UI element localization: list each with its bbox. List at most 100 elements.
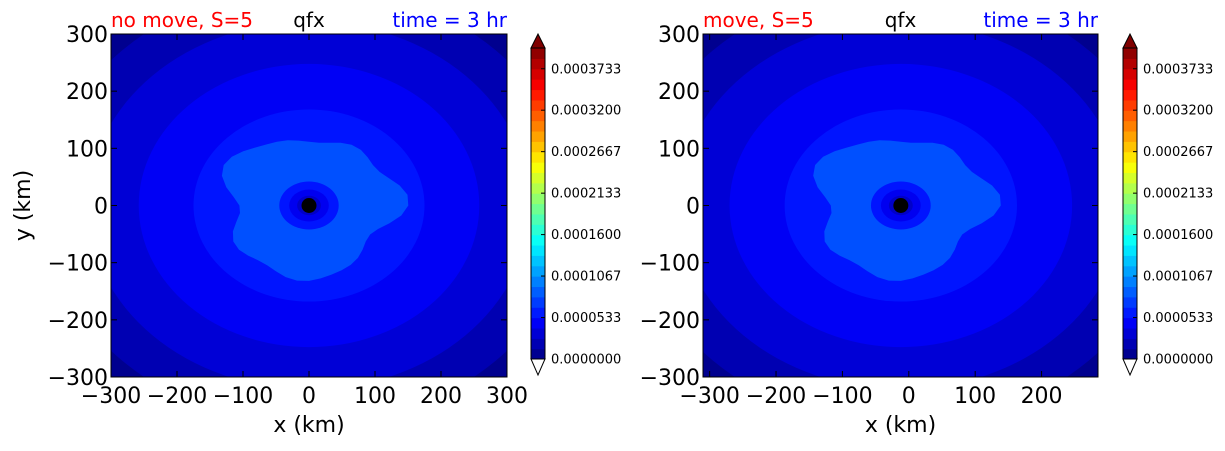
- colorbar-segment: [1123, 276, 1137, 288]
- colorbar-segment: [531, 172, 545, 184]
- x-tick-label: 300: [486, 384, 528, 409]
- colorbar-segment: [531, 99, 545, 111]
- colorbar-segment: [531, 255, 545, 267]
- storm-center-marker: [301, 198, 317, 213]
- colorbar-tick-label: 0.0002133: [1143, 187, 1213, 202]
- colorbar-segment: [1123, 255, 1137, 267]
- colorbar-segment: [1123, 213, 1137, 225]
- colorbar-segment: [1123, 141, 1137, 153]
- colorbar-tick-label: 0.0002667: [551, 145, 621, 160]
- y-tick-label: 0: [94, 195, 108, 220]
- colorbar-segment: [531, 48, 545, 59]
- y-tick-label: −300: [48, 366, 108, 391]
- colorbar-segment: [531, 58, 545, 70]
- colorbar: 0.0000000 0.0000533 0.0001067 0.0001600 0.00…: [530, 32, 621, 377]
- title-right: time = 3 hr: [392, 8, 507, 32]
- y-tick-label: 300: [66, 23, 108, 48]
- x-tick-label: −200: [746, 384, 806, 409]
- y-tick-label: 200: [66, 80, 108, 105]
- colorbar-tick-label: 0.0000533: [551, 311, 621, 326]
- storm-center-marker: [893, 198, 909, 213]
- colorbar-segment: [1123, 244, 1137, 256]
- colorbar-tick-label: 0.0002667: [1143, 145, 1213, 160]
- y-tick-label: −300: [640, 366, 700, 391]
- x-tick-label: 100: [954, 384, 996, 409]
- colorbar-segment: [531, 224, 545, 236]
- x-tick-label: 100: [354, 384, 396, 409]
- colorbar-tick-label: 0.0003733: [551, 62, 621, 77]
- title-center: qfx: [293, 8, 325, 32]
- colorbar-tick-label: 0.0001600: [1143, 228, 1213, 243]
- colorbar-segment: [1123, 348, 1137, 360]
- y-tick-label: 0: [686, 195, 700, 220]
- colorbar-segment: [531, 79, 545, 91]
- x-tick-label: 200: [1021, 384, 1063, 409]
- colorbar: 0.0000000 0.0000533 0.0001067 0.0001600 0.00…: [1122, 32, 1213, 377]
- colorbar-segment: [1123, 286, 1137, 298]
- colorbar-segment: [531, 182, 545, 194]
- colorbar-segment: [1123, 110, 1137, 122]
- colorbar-tick-label: 0.0002133: [551, 187, 621, 202]
- colorbar-tick-label: 0.0001067: [551, 270, 621, 285]
- colorbar-tick-label: 0.0000000: [551, 353, 621, 368]
- colorbar-segment: [531, 193, 545, 205]
- colorbar-segment: [1123, 224, 1137, 236]
- x-tick-label: −300: [679, 384, 739, 409]
- colorbar-tick-label: 0.0000000: [1143, 353, 1213, 368]
- colorbar-segment: [531, 120, 545, 132]
- colorbar-segment: [1123, 182, 1137, 194]
- colorbar-segment: [1123, 120, 1137, 132]
- y-tick-label: −200: [640, 309, 700, 334]
- title-left: no move, S=5: [111, 8, 253, 32]
- colorbar-segment: [531, 276, 545, 288]
- colorbar-tick-label: 0.0001067: [1143, 270, 1213, 285]
- colorbar-tick-label: 0.0003200: [1143, 104, 1213, 119]
- y-tick-label: −100: [640, 252, 700, 277]
- y-tick-label: −200: [48, 309, 108, 334]
- colorbar-segment: [1123, 68, 1137, 80]
- colorbar-frame: [530, 47, 546, 360]
- colorbar-tick-label: 0.0000533: [1143, 311, 1213, 326]
- x-tick-label: −200: [147, 384, 207, 409]
- colorbar-tick-label: 0.0003200: [551, 104, 621, 119]
- colorbar-segment: [531, 286, 545, 298]
- x-tick-label: −100: [213, 384, 273, 409]
- colorbar-segment: [1123, 296, 1137, 308]
- colorbar-segment: [531, 265, 545, 277]
- colorbar-segment: [1123, 48, 1137, 59]
- colorbar-extend-max: [1122, 32, 1138, 49]
- colorbar-segment: [1123, 89, 1137, 101]
- x-tick-label: −300: [81, 384, 141, 409]
- colorbar-segment: [1123, 162, 1137, 173]
- x-axis-label: x (km): [273, 413, 344, 438]
- colorbar-segment: [1123, 151, 1137, 163]
- colorbar-segment: [531, 68, 545, 80]
- contour-field: [703, 34, 1098, 377]
- colorbar-tick-label: 0.0003733: [1143, 62, 1213, 77]
- title-center: qfx: [885, 8, 917, 32]
- colorbar-segment: [531, 213, 545, 225]
- colorbar-segment: [531, 234, 545, 246]
- colorbar-segment: [531, 244, 545, 256]
- colorbar-segment: [1123, 79, 1137, 91]
- colorbar-segment: [1123, 172, 1137, 184]
- colorbar-segment: [1123, 307, 1137, 319]
- colorbar-segment: [1123, 193, 1137, 205]
- x-tick-label: 0: [302, 384, 316, 409]
- colorbar-segment: [531, 110, 545, 122]
- colorbar-segment: [1123, 58, 1137, 70]
- colorbar-segment: [531, 327, 545, 339]
- colorbar-segment: [531, 296, 545, 308]
- x-tick-label: 0: [902, 384, 916, 409]
- colorbar-extend-max: [530, 32, 546, 49]
- colorbar-segment: [531, 141, 545, 153]
- y-tick-label: −100: [48, 252, 108, 277]
- colorbar-extend-min: [530, 358, 546, 377]
- colorbar-segment: [531, 348, 545, 360]
- colorbar-segment: [531, 203, 545, 215]
- x-tick-label: −100: [812, 384, 872, 409]
- colorbar-extend-min: [1122, 358, 1138, 377]
- title-left: move, S=5: [703, 8, 814, 32]
